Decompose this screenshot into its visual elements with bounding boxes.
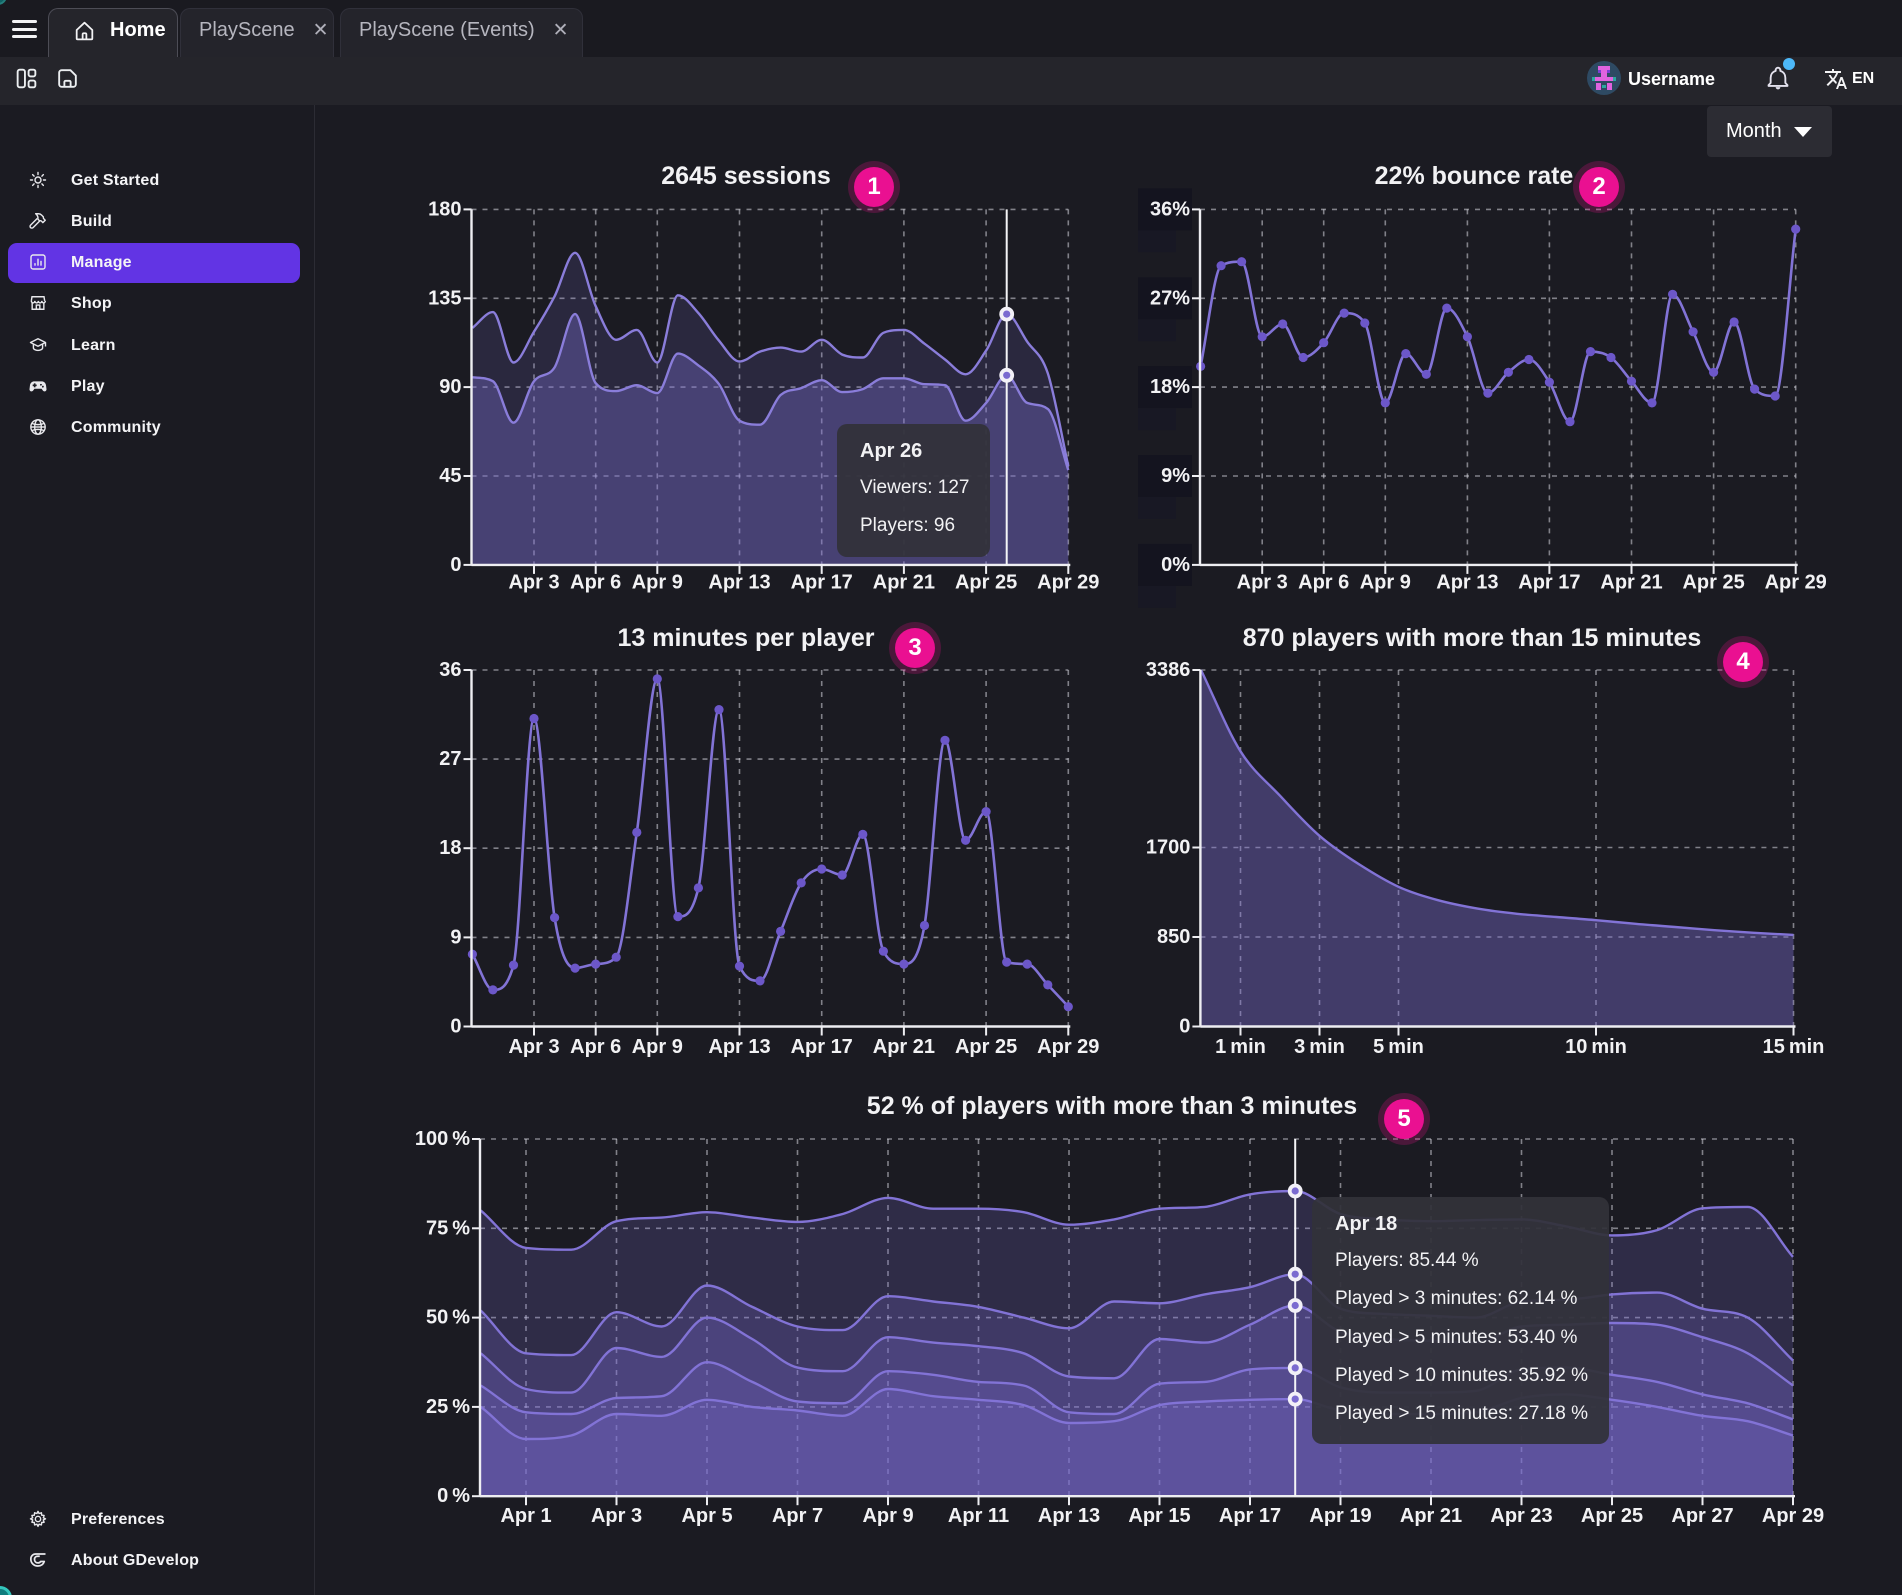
svg-text:Apr 27: Apr 27 [1671,1505,1733,1527]
svg-text:5 min: 5 min [1373,1036,1424,1058]
svg-text:Apr 29: Apr 29 [1037,1036,1099,1058]
svg-text:Apr 9: Apr 9 [862,1505,913,1527]
svg-text:1 min: 1 min [1215,1036,1266,1058]
svg-text:Apr 25: Apr 25 [955,572,1017,594]
svg-text:Apr 25: Apr 25 [955,1036,1017,1058]
svg-text:90: 90 [439,376,461,398]
svg-text:45: 45 [439,465,461,487]
svg-text:50 %: 50 % [426,1307,470,1329]
svg-text:Apr 13: Apr 13 [1436,572,1498,594]
svg-text:Apr 29: Apr 29 [1765,572,1827,594]
svg-text:3386: 3386 [1146,659,1191,681]
svg-text:2645 sessions: 2645 sessions [661,162,831,190]
svg-text:Apr 9: Apr 9 [632,1036,683,1058]
svg-text:Apr 29: Apr 29 [1037,572,1099,594]
svg-text:Apr 13: Apr 13 [708,1036,770,1058]
svg-text:Apr 25: Apr 25 [1682,572,1744,594]
svg-text:Apr 7: Apr 7 [772,1505,823,1527]
svg-text:Apr 11: Apr 11 [948,1505,1009,1527]
svg-text:Apr 13: Apr 13 [1038,1505,1100,1527]
svg-text:180: 180 [428,198,461,220]
svg-text:13 minutes per player: 13 minutes per player [617,624,874,652]
svg-text:Apr 3: Apr 3 [508,1036,559,1058]
svg-text:15 min: 15 min [1763,1036,1825,1058]
svg-text:Apr 21: Apr 21 [873,1036,935,1058]
svg-text:27: 27 [439,748,461,770]
svg-text:Apr 3: Apr 3 [508,572,559,594]
svg-text:9: 9 [450,926,461,948]
svg-text:25 %: 25 % [426,1396,470,1418]
svg-text:0%: 0% [1161,554,1190,576]
svg-text:Apr 6: Apr 6 [570,572,621,594]
svg-text:Apr 23: Apr 23 [1490,1505,1552,1527]
svg-text:75 %: 75 % [426,1217,470,1239]
svg-text:Apr 3: Apr 3 [1237,572,1288,594]
svg-text:18%: 18% [1150,376,1190,398]
svg-text:Apr 21: Apr 21 [1600,572,1662,594]
svg-text:Apr 13: Apr 13 [708,572,770,594]
svg-text:3 min: 3 min [1294,1036,1345,1058]
svg-text:Apr 6: Apr 6 [570,1036,621,1058]
svg-text:Apr 5: Apr 5 [681,1505,732,1527]
svg-text:52 % of players with more than: 52 % of players with more than 3 minutes [867,1092,1357,1120]
svg-text:Apr 17: Apr 17 [791,572,853,594]
svg-text:Apr 25: Apr 25 [1581,1505,1643,1527]
svg-text:18: 18 [439,837,461,859]
svg-text:Apr 9: Apr 9 [1360,572,1411,594]
svg-text:9%: 9% [1161,465,1190,487]
svg-text:36%: 36% [1150,198,1190,220]
svg-text:Apr 15: Apr 15 [1128,1505,1190,1527]
svg-text:850: 850 [1157,926,1190,948]
svg-text:Apr 21: Apr 21 [873,572,935,594]
svg-text:0: 0 [1179,1016,1190,1038]
svg-text:Apr 17: Apr 17 [791,1036,853,1058]
svg-text:27%: 27% [1150,287,1190,309]
svg-text:Apr 6: Apr 6 [1298,572,1349,594]
svg-text:36: 36 [439,659,461,681]
svg-text:Apr 17: Apr 17 [1518,572,1580,594]
svg-text:100 %: 100 % [415,1128,470,1150]
svg-text:0: 0 [450,554,461,576]
svg-text:Apr 1: Apr 1 [500,1505,551,1527]
svg-text:22% bounce rate: 22% bounce rate [1375,162,1574,190]
svg-text:Apr 17: Apr 17 [1219,1505,1281,1527]
svg-text:Apr 3: Apr 3 [591,1505,642,1527]
svg-text:0: 0 [450,1016,461,1038]
svg-text:Apr 9: Apr 9 [632,572,683,594]
svg-text:10 min: 10 min [1565,1036,1627,1058]
svg-text:Apr 21: Apr 21 [1400,1505,1462,1527]
svg-text:0 %: 0 % [437,1485,470,1507]
svg-text:870 players with more than 15: 870 players with more than 15 minutes [1243,624,1702,652]
svg-text:1700: 1700 [1146,837,1191,859]
svg-text:Apr 29: Apr 29 [1762,1505,1824,1527]
svg-text:135: 135 [428,287,461,309]
svg-text:Apr 19: Apr 19 [1309,1505,1371,1527]
